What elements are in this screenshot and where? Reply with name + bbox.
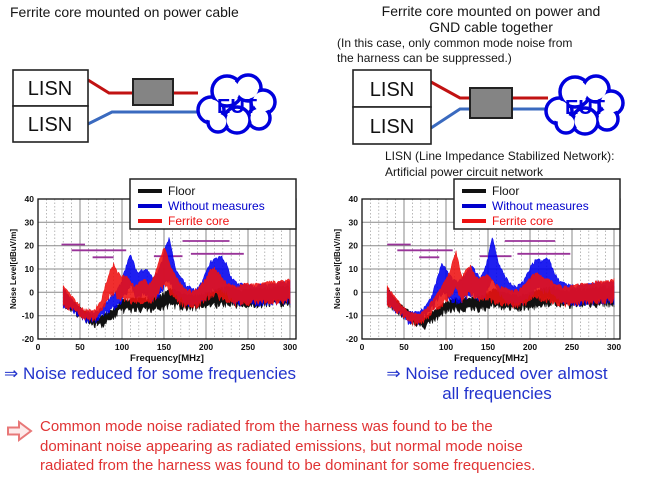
eut-label: EUT [217,96,257,118]
svg-text:0: 0 [29,287,34,297]
left-conclusion: ⇒ Noise reduced for some frequencies [4,364,297,383]
svg-text:100: 100 [115,342,129,352]
power-wire [430,80,548,100]
svg-text:Frequency[MHz]: Frequency[MHz] [130,353,204,363]
svg-text:Without measures: Without measures [492,199,589,213]
lisn-label-bottom: LISN [370,116,414,138]
right-circuit-diagram: LISN LISN EUT [352,69,625,145]
left-title: Ferrite core mounted on power cable [10,4,239,20]
right-title-note: (In this case, only common mode noise fr… [337,36,573,65]
svg-text:150: 150 [481,342,495,352]
footer-summary: Common mode noise radiated from the harn… [40,418,536,474]
svg-text:50: 50 [399,342,409,352]
svg-text:30: 30 [25,217,35,227]
block-arrow-icon [7,420,33,442]
svg-text:Noise Level[dBuV/m]: Noise Level[dBuV/m] [333,229,342,309]
lisn-box-bottom [12,105,89,143]
svg-text:200: 200 [199,342,213,352]
svg-text:250: 250 [241,342,255,352]
svg-text:0: 0 [360,342,365,352]
svg-text:Floor: Floor [168,184,195,198]
svg-text:200: 200 [523,342,537,352]
svg-text:-20: -20 [346,334,359,344]
svg-text:100: 100 [439,342,453,352]
lisn-box-top [352,69,432,108]
eut-cloud: EUT [544,74,625,136]
svg-text:150: 150 [157,342,171,352]
svg-text:Frequency[MHz]: Frequency[MHz] [454,353,528,363]
svg-text:Ferrite core: Ferrite core [492,214,554,228]
svg-text:10: 10 [349,264,359,274]
svg-text:-10: -10 [346,311,359,321]
ferrite-core-box [132,78,174,106]
svg-text:300: 300 [283,342,297,352]
lisn-box-bottom [352,106,432,145]
eut-label: EUT [565,97,605,119]
ferrite-core-box [469,87,513,119]
left-circuit-diagram: LISN LISN EUT [12,69,277,143]
svg-text:10: 10 [25,264,35,274]
svg-text:-20: -20 [22,334,35,344]
svg-text:30: 30 [349,217,359,227]
svg-text:Without measures: Without measures [168,199,265,213]
lisn-caption: LISN (Line Impedance Stabilized Network)… [385,149,615,179]
svg-text:300: 300 [607,342,621,352]
chart-right-noise-level: -20 -10 0 10 20 30 40 0 50 100 150 200 250 300 Noise L… [330,177,652,368]
gnd-wire [87,110,198,126]
lisn-label-top: LISN [370,79,414,101]
chart-left-noise-level: -20 -10 0 10 20 30 40 0 50 100 150 200 250 300 Noise L… [6,177,328,368]
svg-text:20: 20 [349,241,359,251]
eut-cloud: EUT [196,73,277,135]
svg-text:Noise Level[dBuV/m]: Noise Level[dBuV/m] [9,229,18,309]
right-title: Ferrite core mounted on power and GND ca… [381,3,601,35]
svg-text:250: 250 [565,342,579,352]
svg-text:20: 20 [25,241,35,251]
right-conclusion: ⇒ Noise reduced over almost all frequenc… [386,364,608,404]
svg-text:40: 40 [25,194,35,204]
gnd-wire [430,107,548,130]
svg-text:0: 0 [36,342,41,352]
svg-text:-10: -10 [22,311,35,321]
svg-text:40: 40 [349,194,359,204]
svg-text:50: 50 [75,342,85,352]
lisn-label-top: LISN [28,78,72,100]
lisn-label-bottom: LISN [28,114,72,136]
svg-text:Ferrite core: Ferrite core [168,214,230,228]
svg-text:Floor: Floor [492,184,519,198]
svg-text:0: 0 [353,287,358,297]
